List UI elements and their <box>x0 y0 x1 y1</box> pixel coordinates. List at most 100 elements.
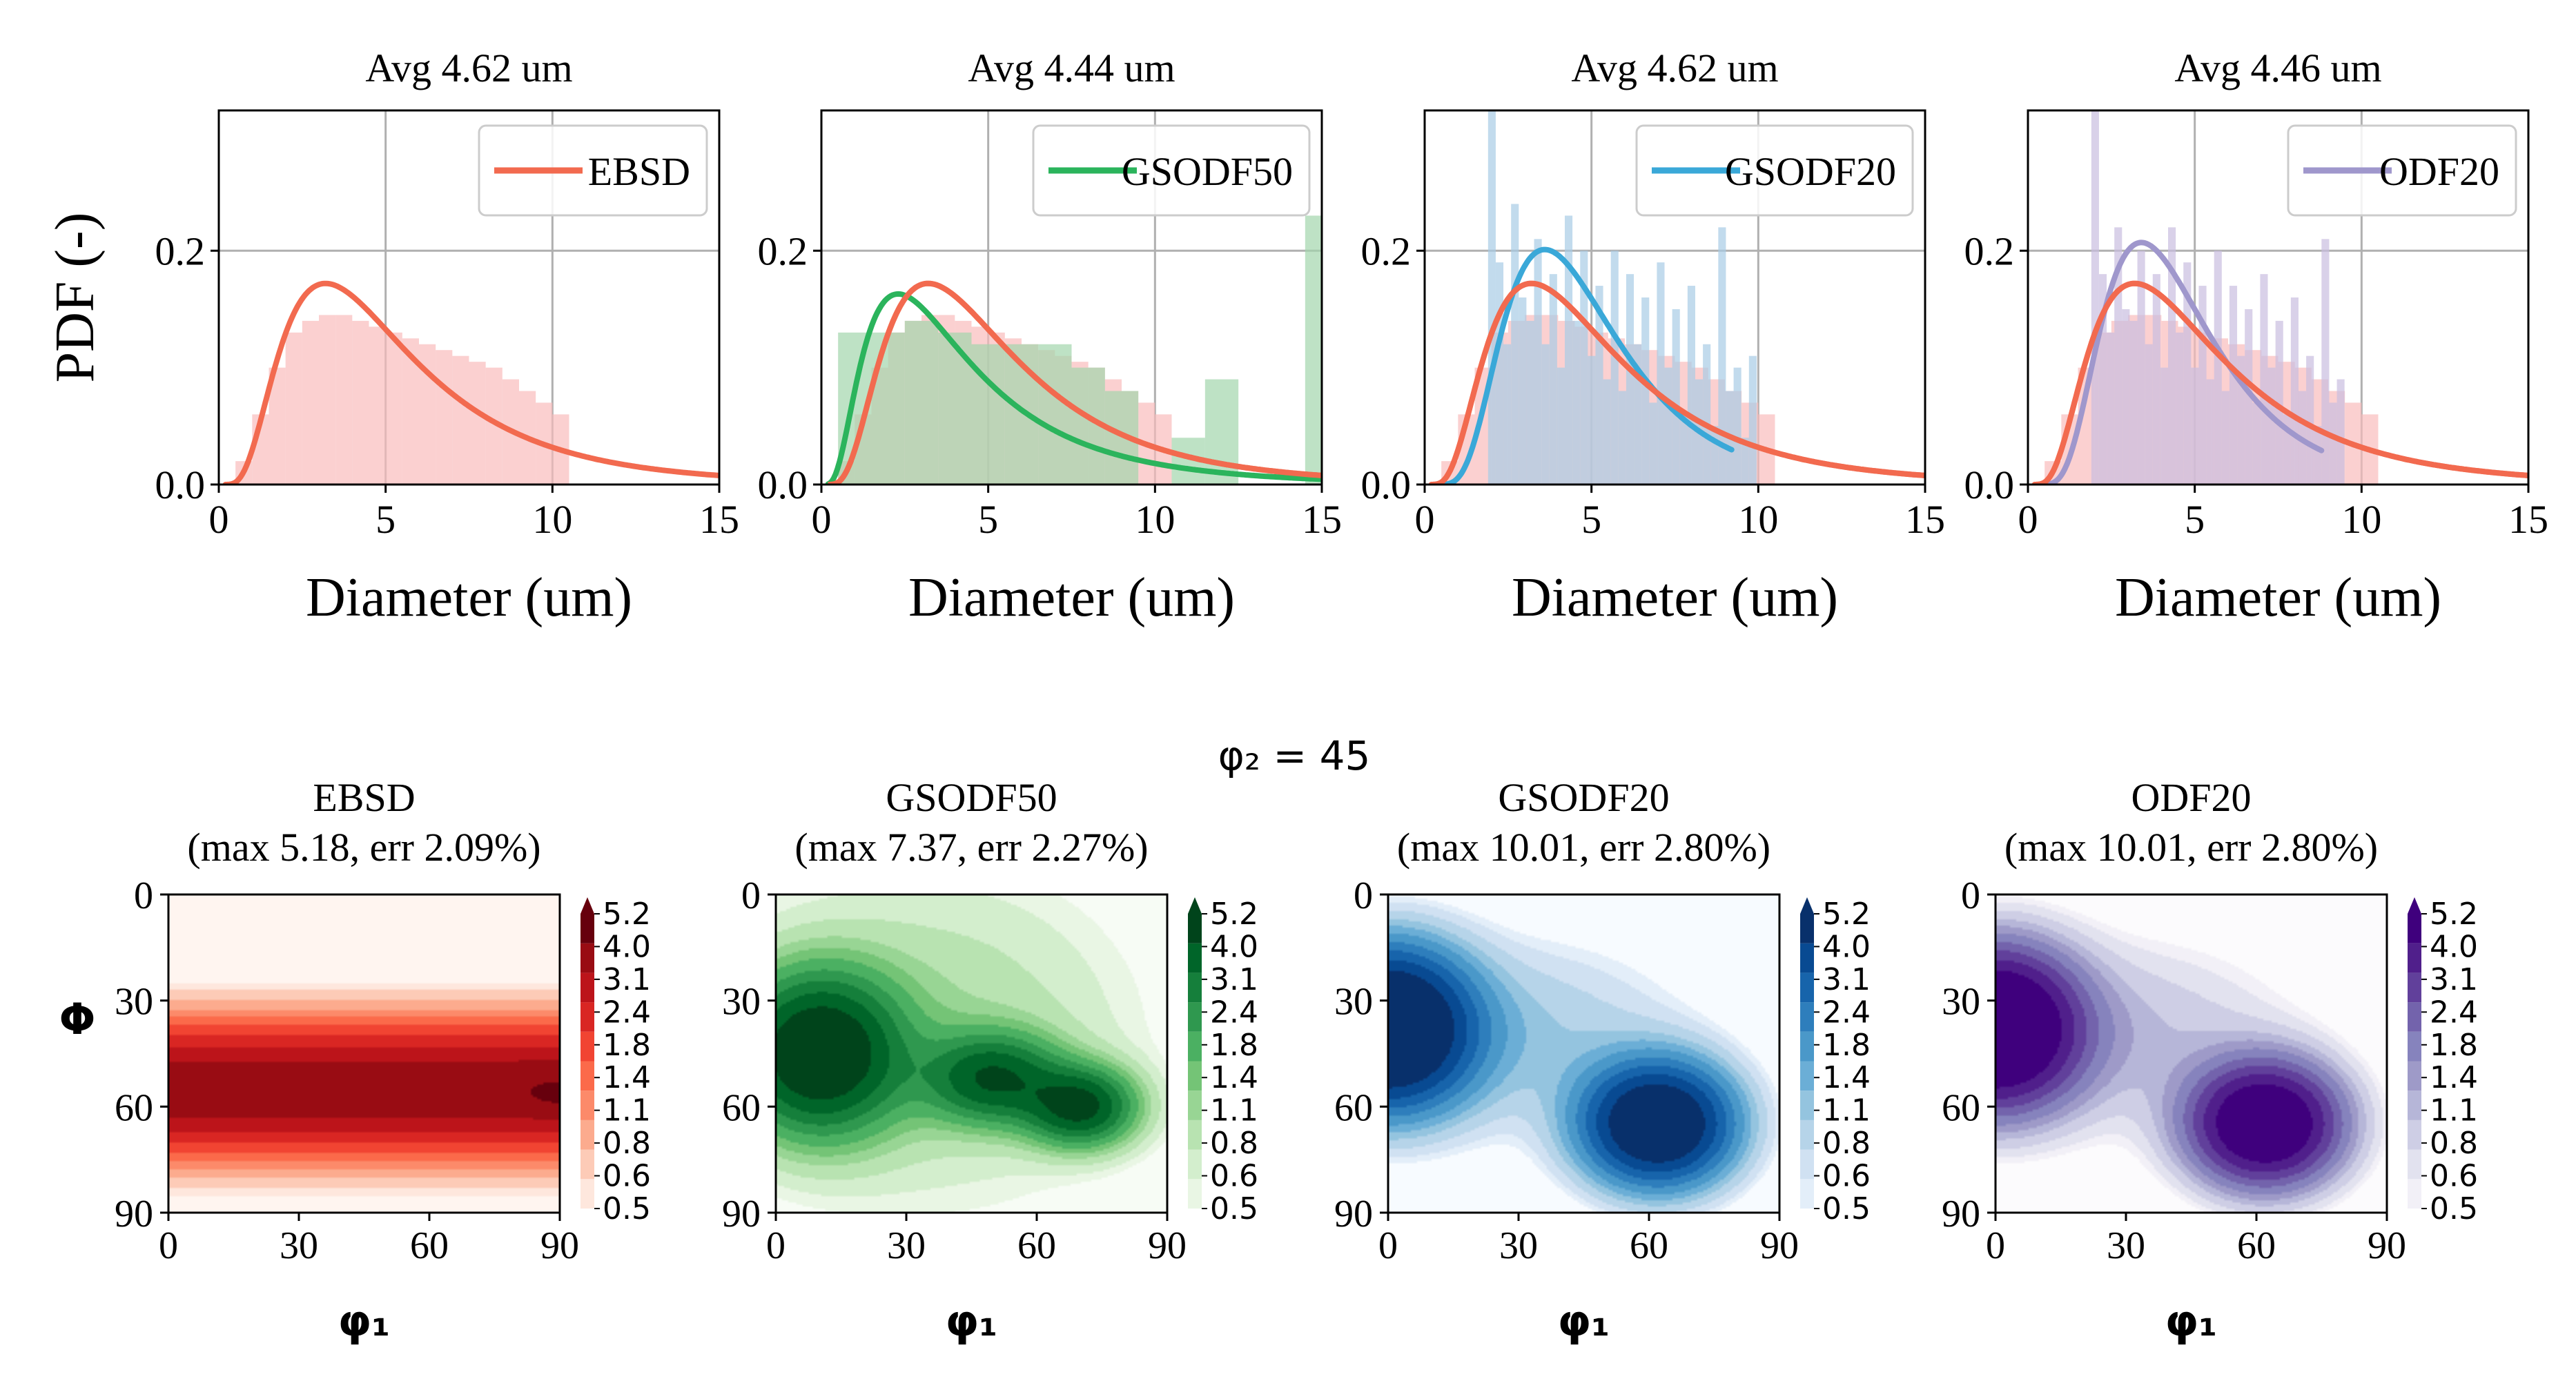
colorbar-tick-label: 4.0 <box>603 929 651 964</box>
colorbar-segment <box>1800 1149 1814 1180</box>
histogram-bar <box>2314 426 2322 485</box>
pdf-title: Avg 4.62 um <box>1571 46 1778 90</box>
odf-ytick-label: 30 <box>1334 981 1373 1024</box>
colorbar-tick-label: 0.6 <box>2430 1159 2478 1194</box>
histogram-bar <box>1634 344 1642 485</box>
colorbar-segment <box>2408 1002 2421 1032</box>
odf-ytick-label: 60 <box>722 1086 761 1129</box>
odf-xtick-label: 60 <box>1017 1224 1056 1267</box>
colorbar-tick-label: 2.4 <box>2430 995 2478 1030</box>
pdf-xtick-label: 15 <box>699 497 739 542</box>
colorbar-segment <box>580 1061 594 1091</box>
odf-xtick-label: 60 <box>410 1224 449 1267</box>
colorbar-tick-label: 2.4 <box>1822 995 1871 1030</box>
pdf-plot-area <box>219 110 719 485</box>
histogram-bar <box>1748 355 1757 485</box>
odf-title: GSODF20 <box>1498 775 1669 820</box>
colorbar-segment <box>1800 1119 1814 1150</box>
pdf-ytick-label: 0.2 <box>1361 228 1412 273</box>
pdf-xlabel: Diameter (um) <box>2115 567 2441 628</box>
pdf-xlabel: Diameter (um) <box>908 567 1235 628</box>
colorbar-tick-label: 3.1 <box>1210 962 1258 997</box>
histogram-bar <box>2198 286 2207 485</box>
histogram-bar <box>2176 332 2184 485</box>
histogram-bar <box>2252 402 2261 485</box>
colorbar: 5.24.03.12.41.81.41.10.80.60.5 <box>1800 897 1871 1226</box>
histogram-bar <box>2145 344 2153 485</box>
pdf-title: Avg 4.44 um <box>968 46 1175 90</box>
phi2-label: φ₂ = 45 <box>1218 732 1371 779</box>
colorbar-segment <box>2408 1149 2421 1180</box>
histogram-bar <box>1626 274 1635 485</box>
histogram-bar <box>302 320 319 485</box>
colorbar-segment <box>1800 1061 1814 1091</box>
odf-title: EBSD <box>313 775 415 820</box>
curve-odf20 <box>2042 239 2325 485</box>
colorbar-tick-label: 5.2 <box>2430 897 2478 932</box>
odf-title: GSODF50 <box>886 775 1057 820</box>
curve-gsodf20 <box>1438 246 1735 485</box>
colorbar-segment <box>2408 972 2421 1003</box>
histogram-bar <box>2237 355 2245 485</box>
legend-label: GSODF50 <box>1122 149 1293 194</box>
legend-box <box>2287 124 2517 217</box>
colorbar-segment <box>580 1149 594 1180</box>
colorbar-tick-label: 0.8 <box>603 1126 651 1161</box>
odf-xtick-label: 90 <box>1148 1224 1187 1267</box>
histogram-bar <box>285 332 302 485</box>
histogram-bar <box>1641 297 1650 485</box>
odf-ylabel: Φ <box>59 994 96 1044</box>
odf-ytick-label: 90 <box>1334 1193 1373 1235</box>
pdf-ytick-label: 0.0 <box>1964 462 2015 507</box>
histogram-bar <box>1526 320 1534 485</box>
histogram-bar <box>2160 367 2168 485</box>
colorbar-tick-label: 3.1 <box>603 962 651 997</box>
colorbar: 5.24.03.12.41.81.41.10.80.60.5 <box>1188 897 1258 1226</box>
colorbar-tick-label: 0.5 <box>1210 1191 1258 1226</box>
legend-box <box>478 124 708 217</box>
pdf-xtick-label: 10 <box>1738 497 1778 542</box>
odf-subtitle: (max 7.37, err 2.27%) <box>794 825 1148 870</box>
histogram-bar <box>1603 379 1611 485</box>
colorbar-segment <box>1188 1091 1202 1120</box>
colorbar-extend-arrow <box>2408 897 2421 914</box>
pdf-xtick-label: 10 <box>532 497 572 542</box>
odf-title: ODF20 <box>2131 775 2251 820</box>
histogram-bar <box>1511 204 1519 485</box>
histogram-bar <box>1572 320 1581 485</box>
colorbar-tick-label: 0.5 <box>603 1191 651 1226</box>
colorbar-segment <box>2408 1031 2421 1062</box>
pdf-xtick-label: 5 <box>2185 497 2205 542</box>
pdf-xtick-label: 15 <box>2508 497 2548 542</box>
pdf-ytick-label: 0.0 <box>155 462 206 507</box>
colorbar-tick-label: 2.4 <box>603 995 651 1030</box>
legend-label: GSODF20 <box>1725 149 1896 194</box>
pdf-xtick-label: 10 <box>1135 497 1175 542</box>
colorbar-tick-label: 1.8 <box>2430 1028 2478 1063</box>
colorbar-tick-label: 1.4 <box>1822 1060 1871 1095</box>
pdf-title: Avg 4.62 um <box>365 46 572 90</box>
colorbar-segment <box>1188 1149 1202 1180</box>
histogram-bar <box>1503 344 1512 485</box>
histogram-bar <box>2152 274 2160 485</box>
histogram-bar <box>1610 251 1619 485</box>
histogram-bar <box>871 332 905 485</box>
histogram-bar <box>1534 239 1542 485</box>
colorbar-tick-label: 4.0 <box>1210 929 1258 964</box>
histogram-bar <box>904 320 939 485</box>
odf-contour-image <box>1388 894 1779 1213</box>
colorbar-tick-label: 1.1 <box>1210 1093 1258 1128</box>
histogram-bar <box>2275 320 2283 485</box>
odf-ytick-label: 90 <box>115 1193 153 1235</box>
colorbar-segment <box>580 943 594 973</box>
odf-ytick-label: 0 <box>741 874 761 917</box>
colorbar-extend-arrow <box>1188 897 1202 914</box>
colorbar-segment <box>2408 914 2421 943</box>
pdf-ytick-label: 0.0 <box>1361 462 1412 507</box>
colorbar-segment <box>2408 1091 2421 1120</box>
odf-ytick-label: 0 <box>134 874 153 917</box>
colorbar-segment <box>1800 1002 1814 1032</box>
histogram-bar <box>2091 110 2099 485</box>
histogram-bar <box>1519 297 1527 485</box>
